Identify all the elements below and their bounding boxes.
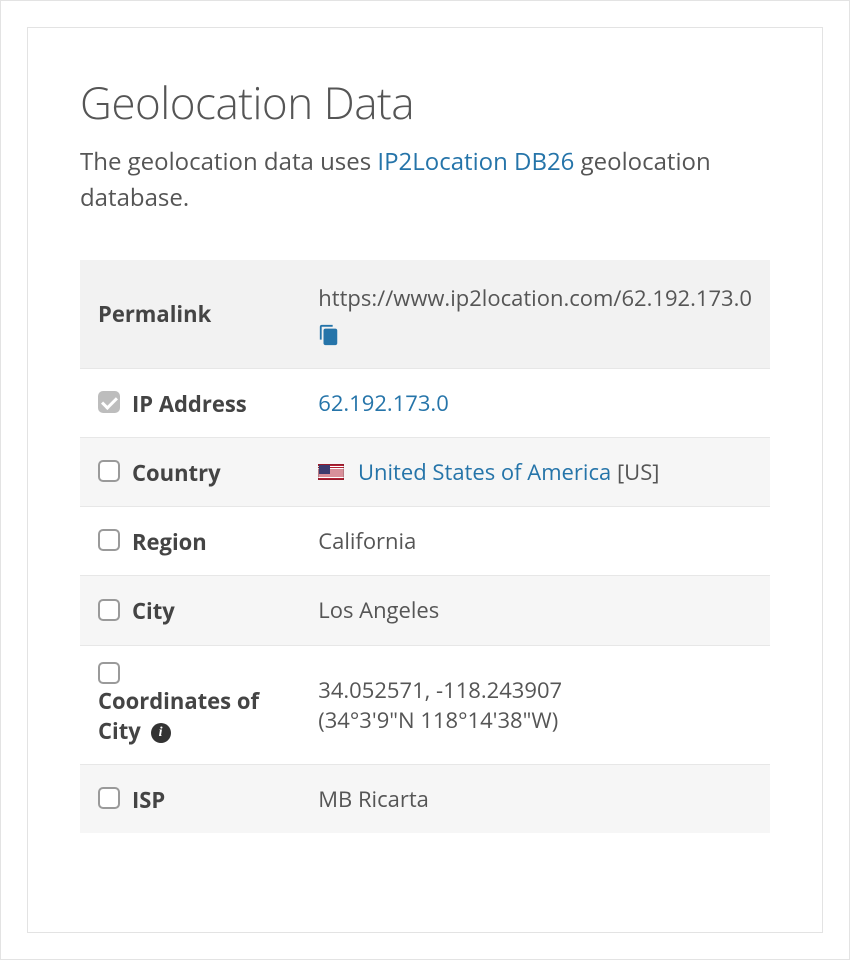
value-city: Los Angeles [300, 576, 770, 645]
label-region: Region [80, 507, 300, 576]
ip-link[interactable]: 62.192.173.0 [318, 388, 449, 418]
row-city: City Los Angeles [80, 576, 770, 645]
label-isp-text: ISP [132, 785, 165, 815]
country-code: [US] [617, 457, 660, 487]
label-city-text: City [132, 597, 175, 627]
value-ip: 62.192.173.0 [300, 369, 770, 438]
subtitle-prefix: The geolocation data uses [80, 145, 377, 178]
checkbox-ip[interactable] [98, 391, 120, 413]
row-ip: IP Address 62.192.173.0 [80, 369, 770, 438]
subtitle: The geolocation data uses IP2Location DB… [80, 144, 770, 216]
checkbox-city[interactable] [98, 599, 120, 621]
row-country: Country United States of America [US] [80, 438, 770, 507]
label-country: Country [80, 438, 300, 507]
checkbox-country[interactable] [98, 460, 120, 482]
label-city: City [80, 576, 300, 645]
label-permalink: Permalink [80, 260, 300, 369]
label-coords-inner: Coordinates of City [98, 686, 259, 746]
checkbox-region[interactable] [98, 529, 120, 551]
label-coords: Coordinates of City i [80, 645, 300, 764]
coords-dms: (34°3'9"N 118°14'38"W) [318, 705, 752, 735]
copy-icon[interactable] [318, 315, 340, 345]
coords-decimal: 34.052571, -118.243907 [318, 675, 752, 705]
label-region-text: Region [132, 527, 207, 557]
value-region: California [300, 507, 770, 576]
value-country: United States of America [US] [300, 438, 770, 507]
value-isp: MB Ricarta [300, 764, 770, 833]
row-region: Region California [80, 507, 770, 576]
row-coords: Coordinates of City i 34.052571, -118.24… [80, 645, 770, 764]
label-ip-text: IP Address [132, 389, 247, 419]
outer-frame: Geolocation Data The geolocation data us… [0, 0, 850, 960]
row-permalink: Permalink https://www.ip2location.com/62… [80, 260, 770, 369]
label-coords-text: Coordinates of City i [98, 686, 282, 746]
db-link[interactable]: IP2Location DB26 [377, 145, 574, 178]
geolocation-table: Permalink https://www.ip2location.com/62… [80, 260, 770, 833]
value-coords: 34.052571, -118.243907 (34°3'9"N 118°14'… [300, 645, 770, 764]
permalink-url: https://www.ip2location.com/62.192.173.0 [318, 283, 752, 313]
checkbox-isp[interactable] [98, 787, 120, 809]
value-permalink: https://www.ip2location.com/62.192.173.0 [300, 260, 770, 369]
geolocation-card: Geolocation Data The geolocation data us… [27, 27, 823, 933]
label-isp: ISP [80, 764, 300, 833]
page-title: Geolocation Data [80, 72, 770, 132]
label-ip: IP Address [80, 369, 300, 438]
us-flag-icon [318, 464, 344, 480]
label-country-text: Country [132, 458, 221, 488]
info-icon[interactable]: i [151, 723, 171, 743]
country-link[interactable]: United States of America [358, 457, 611, 487]
row-isp: ISP MB Ricarta [80, 764, 770, 833]
checkbox-coords[interactable] [98, 662, 120, 684]
